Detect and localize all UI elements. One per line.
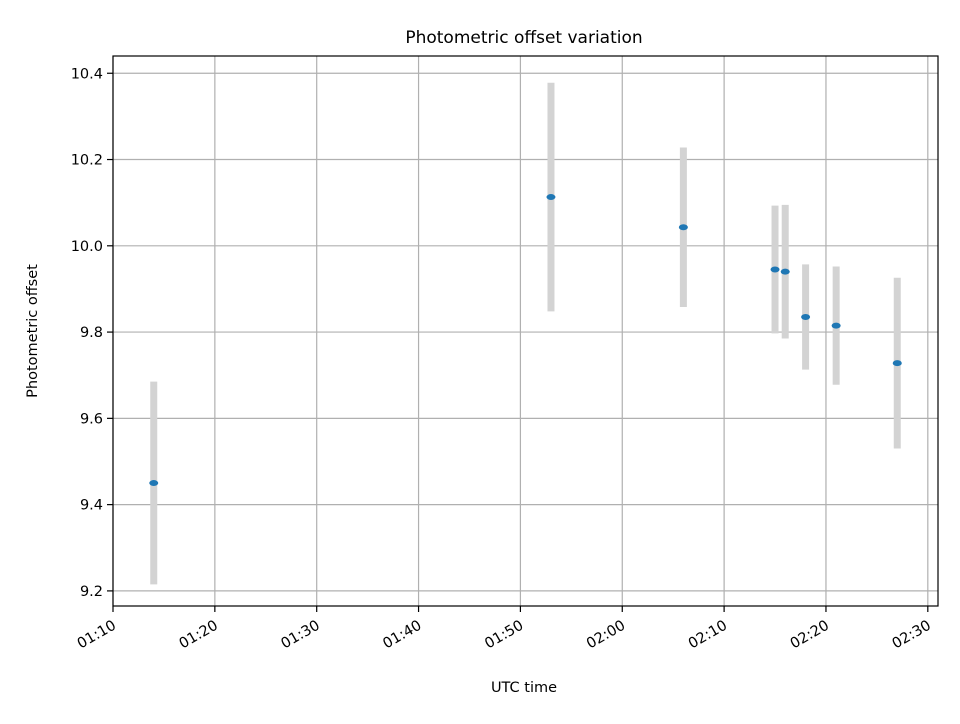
x-tick-label: 01:20 (177, 618, 221, 653)
y-tick-label: 10.0 (71, 239, 103, 255)
y-axis-label: Photometric offset (25, 264, 41, 398)
x-tick-label: 02:00 (584, 618, 628, 653)
data-point (770, 266, 780, 273)
data-point (780, 268, 790, 275)
data-point (801, 313, 811, 320)
x-tick-label: 02:20 (788, 618, 832, 653)
x-tick-label: 01:40 (380, 618, 424, 653)
x-tick-label: 01:10 (75, 618, 119, 653)
data-point (546, 194, 556, 201)
data-point (892, 360, 902, 367)
grid (112, 56, 938, 606)
x-tick-label: 01:30 (279, 618, 323, 653)
y-tick-label: 10.4 (71, 66, 103, 82)
plot-frame (112, 55, 939, 607)
error-bars (150, 82, 901, 585)
x-axis-label: UTC time (491, 680, 557, 696)
x-tick-label: 02:10 (686, 618, 730, 653)
data-point (678, 224, 688, 231)
y-tick-label: 9.4 (80, 498, 103, 514)
y-tick-label: 9.8 (80, 325, 103, 341)
y-tick-label: 10.2 (71, 153, 103, 169)
data-point (149, 480, 159, 487)
x-tick-label: 02:30 (890, 618, 934, 653)
chart-title: Photometric offset variation (405, 28, 642, 48)
x-tick-label: 01:50 (482, 618, 526, 653)
data-points (149, 194, 902, 487)
data-point (831, 322, 841, 329)
y-tick-label: 9.2 (80, 584, 103, 600)
y-tick-label: 9.6 (80, 411, 103, 427)
